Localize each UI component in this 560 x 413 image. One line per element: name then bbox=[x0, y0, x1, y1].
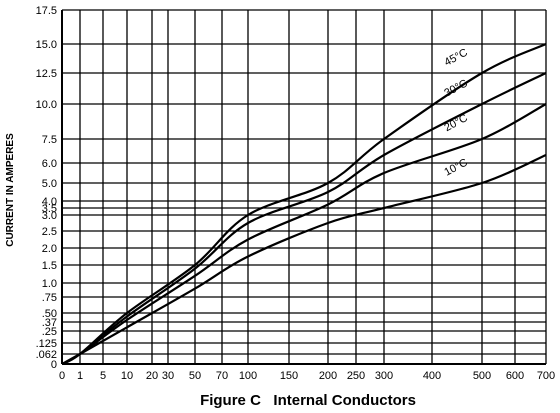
y-tick-label: .50 bbox=[42, 308, 57, 320]
x-tick-label: 700 bbox=[537, 370, 555, 382]
y-tick-label: 7.5 bbox=[42, 134, 57, 146]
x-tick-label: 5 bbox=[100, 370, 106, 382]
y-tick-label: 5.0 bbox=[42, 178, 57, 190]
x-tick-label: 50 bbox=[189, 370, 201, 382]
x-tick-label: 10 bbox=[121, 370, 133, 382]
series-label-1: 45°C bbox=[442, 47, 469, 69]
y-tick-label: 2.0 bbox=[42, 243, 57, 255]
y-tick-label: 2.5 bbox=[42, 226, 57, 238]
y-tick-label: 4.0 bbox=[42, 196, 57, 208]
x-tick-label: 250 bbox=[347, 370, 365, 382]
x-tick-label: 200 bbox=[319, 370, 337, 382]
y-tick-label: .37 bbox=[42, 317, 57, 329]
x-tick-label: 1 bbox=[77, 370, 83, 382]
series-label-2: 30°C bbox=[442, 77, 469, 99]
y-tick-label: .25 bbox=[42, 326, 57, 338]
x-tick-label: 400 bbox=[423, 370, 441, 382]
y-tick-label: 0 bbox=[51, 359, 57, 371]
y-tick-label: .125 bbox=[36, 338, 57, 350]
figure-caption: Figure C Internal Conductors bbox=[200, 392, 416, 409]
y-tick-label: 3.5 bbox=[42, 203, 57, 215]
y-tick-labels: 0.062.125.25.37.50 .75 1.0 1.5 2.0 2.5 3.03.54… bbox=[36, 5, 57, 371]
y-tick-label: 12.5 bbox=[36, 68, 57, 80]
y-tick-label: .062 bbox=[36, 349, 57, 361]
x-tick-label: 70 bbox=[216, 370, 228, 382]
y-tick-label: 3.0 bbox=[42, 210, 57, 222]
series-line-1 bbox=[61, 42, 547, 365]
series-label-4: 10°C bbox=[442, 156, 469, 178]
y-tick-label: 15.0 bbox=[36, 39, 57, 51]
x-tick-label: 20 bbox=[146, 370, 158, 382]
y-tick-label: 17.5 bbox=[36, 5, 57, 17]
y-tick-label: .75 bbox=[42, 292, 57, 304]
y-tick-label: 1.5 bbox=[42, 260, 57, 272]
axes bbox=[61, 10, 546, 365]
x-tick-label: 600 bbox=[506, 370, 524, 382]
x-tick-label: 100 bbox=[239, 370, 257, 382]
series-line-3 bbox=[61, 103, 547, 365]
y-tick-label: 10.0 bbox=[36, 99, 57, 111]
x-tick-label: 500 bbox=[473, 370, 491, 382]
y-tick-label: 1.0 bbox=[42, 278, 57, 290]
series-lines bbox=[61, 42, 547, 365]
y-axis-label: CURRENT IN AMPERES bbox=[5, 133, 16, 247]
series-line-2 bbox=[61, 72, 547, 365]
x-tick-labels: 0 1 5 10 20 30 50 70 100 150 200 250 300 400 500 600 700 bbox=[59, 370, 555, 382]
x-tick-label: 30 bbox=[162, 370, 174, 382]
series-line-4 bbox=[61, 153, 547, 365]
series-label-3: 20°C bbox=[442, 112, 469, 134]
x-tick-label: 0 bbox=[59, 370, 65, 382]
x-tick-label: 150 bbox=[280, 370, 298, 382]
x-tick-label: 300 bbox=[375, 370, 393, 382]
y-tick-label: 6.0 bbox=[42, 158, 57, 170]
